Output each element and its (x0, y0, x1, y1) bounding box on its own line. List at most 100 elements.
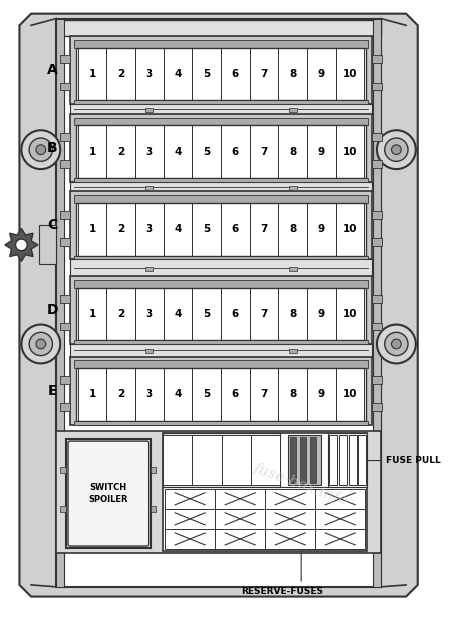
Bar (164, 48, 192, 100)
Text: 4: 4 (174, 146, 182, 156)
Bar (315, 509, 365, 529)
Text: RESERVE-FUSES: RESERVE-FUSES (241, 587, 323, 596)
Bar (300, 438, 306, 483)
Bar (70, 260, 372, 276)
Bar (135, 368, 164, 421)
Circle shape (377, 130, 416, 169)
Bar (250, 368, 279, 421)
Bar (265, 489, 315, 509)
Bar (60, 376, 70, 384)
Bar (336, 48, 364, 100)
Text: 8: 8 (289, 146, 296, 156)
Bar (78, 203, 106, 256)
Bar (163, 433, 280, 487)
Text: 10: 10 (343, 69, 357, 79)
Bar (215, 509, 265, 529)
Bar (372, 133, 382, 141)
Bar (76, 368, 366, 421)
Bar (192, 435, 221, 485)
Circle shape (16, 239, 27, 251)
Text: 1: 1 (89, 224, 96, 234)
Bar (145, 349, 153, 353)
Circle shape (36, 339, 45, 349)
Bar (106, 48, 135, 100)
Text: 10: 10 (343, 309, 357, 319)
Text: 5: 5 (203, 389, 210, 399)
Bar (70, 276, 372, 344)
Bar (307, 125, 336, 178)
Circle shape (392, 339, 401, 349)
Bar (288, 435, 320, 485)
Bar (372, 160, 382, 168)
Text: 4: 4 (174, 224, 182, 234)
Bar (74, 340, 368, 344)
Bar (70, 104, 372, 114)
Bar (60, 295, 70, 303)
Text: 2: 2 (117, 389, 124, 399)
Text: 3: 3 (146, 224, 153, 234)
Bar (279, 48, 307, 100)
Bar (135, 48, 164, 100)
Bar (307, 368, 336, 421)
Bar (74, 360, 368, 368)
Bar (336, 368, 364, 421)
Polygon shape (19, 14, 418, 596)
Bar (336, 287, 364, 340)
Bar (135, 287, 164, 340)
Bar (192, 287, 221, 340)
Bar (70, 114, 372, 182)
Bar (372, 295, 382, 303)
Circle shape (385, 332, 408, 355)
Text: 7: 7 (260, 309, 268, 319)
Text: 3: 3 (146, 309, 153, 319)
Bar (372, 376, 382, 384)
Text: 10: 10 (343, 146, 357, 156)
Text: 1: 1 (89, 309, 96, 319)
Text: 7: 7 (260, 146, 268, 156)
Bar (192, 368, 221, 421)
Bar (60, 403, 70, 411)
Bar (70, 36, 372, 104)
Bar (151, 467, 157, 473)
Bar (221, 48, 250, 100)
Bar (307, 48, 336, 100)
Bar (106, 125, 135, 178)
Bar (372, 83, 382, 90)
Bar (74, 256, 368, 260)
Bar (251, 435, 280, 485)
Bar (265, 529, 315, 549)
Text: 7: 7 (260, 389, 268, 399)
Text: 8: 8 (289, 224, 296, 234)
Text: 5: 5 (203, 69, 210, 79)
Bar (279, 125, 307, 178)
Bar (372, 211, 382, 219)
Bar (60, 56, 70, 63)
Text: B: B (47, 141, 58, 154)
Text: 7: 7 (260, 69, 268, 79)
Bar (250, 203, 279, 256)
Bar (106, 287, 135, 340)
Bar (135, 203, 164, 256)
Text: 6: 6 (232, 69, 239, 79)
Bar (215, 529, 265, 549)
Bar (151, 506, 157, 512)
Text: 8: 8 (289, 69, 296, 79)
Circle shape (36, 145, 45, 154)
Bar (60, 467, 66, 473)
Bar (336, 125, 364, 178)
Text: 1: 1 (89, 389, 96, 399)
Bar (60, 238, 70, 246)
Text: 8: 8 (289, 389, 296, 399)
Bar (163, 435, 192, 485)
Bar (221, 368, 250, 421)
Bar (70, 344, 372, 357)
Text: 10: 10 (343, 389, 357, 399)
Bar (221, 203, 250, 256)
Text: 1: 1 (89, 146, 96, 156)
Text: 4: 4 (174, 309, 182, 319)
Bar (372, 323, 382, 331)
Bar (250, 48, 279, 100)
Text: 2: 2 (117, 69, 124, 79)
Bar (307, 287, 336, 340)
Bar (60, 160, 70, 168)
